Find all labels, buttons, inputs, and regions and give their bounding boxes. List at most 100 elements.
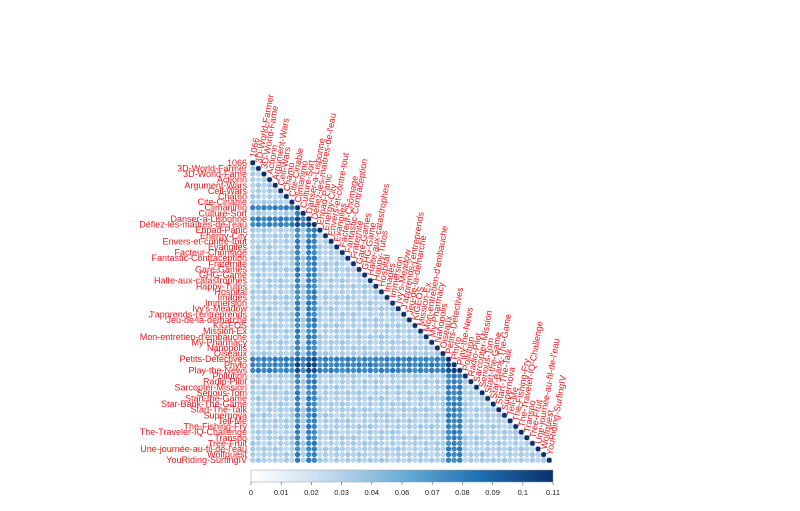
heatmap-cell bbox=[395, 423, 401, 430]
heatmap-cell bbox=[468, 418, 474, 424]
heatmap-cell bbox=[339, 440, 345, 447]
heatmap-cell bbox=[389, 306, 396, 312]
heatmap-cell bbox=[289, 390, 295, 396]
heatmap-cell bbox=[401, 345, 407, 351]
heatmap-cell bbox=[356, 277, 362, 284]
heatmap-cell bbox=[479, 429, 485, 435]
heatmap-cell bbox=[378, 334, 385, 340]
heatmap-cell bbox=[311, 238, 317, 245]
heatmap-cell bbox=[378, 367, 385, 374]
heatmap-cell bbox=[255, 176, 262, 183]
heatmap-cell bbox=[300, 277, 306, 284]
heatmap-cell bbox=[311, 306, 317, 312]
heatmap-cell bbox=[429, 356, 435, 362]
heatmap-cell bbox=[512, 451, 519, 458]
heatmap-cell bbox=[490, 429, 496, 435]
heatmap-cell bbox=[389, 345, 396, 351]
heatmap-cell bbox=[345, 446, 351, 452]
diagonal-cell-frame bbox=[540, 451, 547, 458]
heatmap-cell bbox=[255, 378, 262, 385]
heatmap-cell bbox=[261, 171, 267, 177]
heatmap-cell bbox=[457, 401, 463, 407]
heatmap-cell bbox=[255, 457, 262, 463]
heatmap-cell bbox=[322, 339, 329, 346]
heatmap-cell bbox=[501, 440, 508, 447]
heatmap-cell bbox=[345, 350, 351, 357]
heatmap-cell bbox=[434, 384, 441, 390]
heatmap-cell bbox=[457, 457, 463, 463]
heatmap-cell bbox=[412, 412, 418, 418]
heatmap-cell bbox=[294, 457, 301, 463]
heatmap-cell bbox=[294, 345, 301, 351]
heatmap-cell bbox=[468, 429, 474, 435]
row-label: Play-the-News bbox=[188, 365, 247, 375]
heatmap-cell bbox=[283, 395, 290, 402]
heatmap-cell bbox=[434, 418, 441, 424]
heatmap-cell bbox=[389, 407, 396, 413]
heatmap-cell bbox=[401, 311, 407, 317]
heatmap-cell bbox=[367, 451, 373, 458]
heatmap-cell bbox=[518, 457, 524, 463]
diagonal-cell-frame bbox=[384, 294, 390, 301]
column-label: 1066 bbox=[248, 137, 261, 158]
heatmap-cell bbox=[417, 339, 424, 346]
heatmap-cell bbox=[445, 407, 452, 413]
heatmap-cell bbox=[317, 317, 323, 323]
heatmap-cell bbox=[339, 418, 345, 424]
heatmap-cell bbox=[255, 317, 262, 323]
heatmap-cell bbox=[384, 367, 390, 374]
heatmap-cell bbox=[261, 289, 267, 295]
heatmap-cell bbox=[255, 306, 262, 312]
heatmap-cell bbox=[367, 440, 373, 447]
heatmap-cell bbox=[412, 345, 418, 351]
heatmap-cell bbox=[300, 401, 306, 407]
heatmap-cell bbox=[272, 423, 278, 430]
heatmap-cell bbox=[255, 171, 262, 177]
heatmap-cell bbox=[289, 435, 295, 441]
heatmap-cell bbox=[294, 227, 301, 233]
heatmap-cell bbox=[451, 435, 457, 441]
heatmap-cell bbox=[535, 446, 541, 452]
heatmap-cell bbox=[468, 407, 474, 413]
heatmap-cell bbox=[512, 440, 519, 447]
heatmap-cell bbox=[378, 401, 385, 407]
heatmap-cell bbox=[406, 328, 413, 334]
heatmap-cell bbox=[451, 412, 457, 418]
heatmap-cell bbox=[328, 395, 334, 402]
heatmap-cell bbox=[294, 334, 301, 340]
heatmap-cell bbox=[306, 261, 312, 267]
heatmap-cell bbox=[300, 390, 306, 396]
heatmap-cell bbox=[261, 423, 267, 430]
heatmap-cell bbox=[294, 261, 301, 267]
heatmap-cell bbox=[512, 446, 519, 452]
heatmap-cell bbox=[328, 238, 334, 245]
heatmap-cell bbox=[266, 311, 273, 317]
heatmap-cell bbox=[412, 423, 418, 430]
heatmap-cell bbox=[266, 356, 273, 362]
row-label: Mission-Ex bbox=[203, 326, 248, 336]
heatmap-cell bbox=[373, 294, 379, 301]
heatmap-cell bbox=[496, 429, 502, 435]
heatmap-cell bbox=[266, 390, 273, 396]
heatmap-cell bbox=[434, 440, 441, 447]
heatmap-cell bbox=[289, 272, 295, 278]
heatmap-cell bbox=[524, 435, 530, 441]
heatmap-cell bbox=[384, 446, 390, 452]
heatmap-cell bbox=[334, 255, 340, 261]
heatmap-cell bbox=[373, 373, 379, 379]
heatmap-cell bbox=[283, 373, 290, 379]
heatmap-cell bbox=[311, 457, 317, 463]
heatmap-cell bbox=[389, 435, 396, 441]
heatmap-cell bbox=[440, 412, 446, 418]
heatmap-cell bbox=[283, 261, 290, 267]
diagonal-cell-frame bbox=[345, 255, 351, 261]
heatmap-cell bbox=[384, 384, 390, 390]
heatmap-cell bbox=[350, 446, 357, 452]
heatmap-cell bbox=[328, 367, 334, 374]
heatmap-cell bbox=[283, 277, 290, 284]
heatmap-cell bbox=[334, 294, 340, 301]
heatmap-cell bbox=[255, 446, 262, 452]
heatmap-cell bbox=[339, 311, 345, 317]
heatmap-cell bbox=[384, 345, 390, 351]
heatmap-cell bbox=[389, 412, 396, 418]
